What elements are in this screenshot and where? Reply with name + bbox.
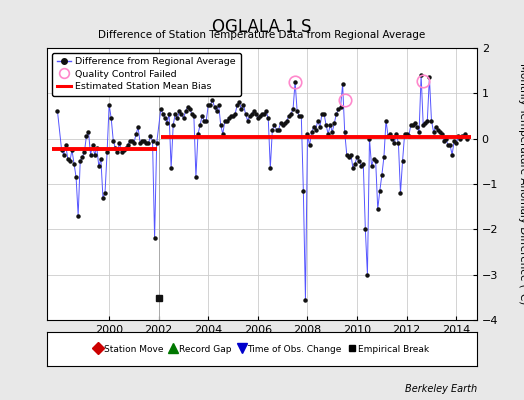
Text: OGLALA 1 S: OGLALA 1 S — [212, 18, 312, 36]
Y-axis label: Monthly Temperature Anomaly Difference (°C): Monthly Temperature Anomaly Difference (… — [518, 63, 524, 305]
Text: Berkeley Earth: Berkeley Earth — [405, 384, 477, 394]
Legend: Station Move, Record Gap, Time of Obs. Change, Empirical Break: Station Move, Record Gap, Time of Obs. C… — [93, 342, 431, 356]
Text: Difference of Station Temperature Data from Regional Average: Difference of Station Temperature Data f… — [99, 30, 425, 40]
Legend: Difference from Regional Average, Quality Control Failed, Estimated Station Mean: Difference from Regional Average, Qualit… — [52, 53, 241, 96]
